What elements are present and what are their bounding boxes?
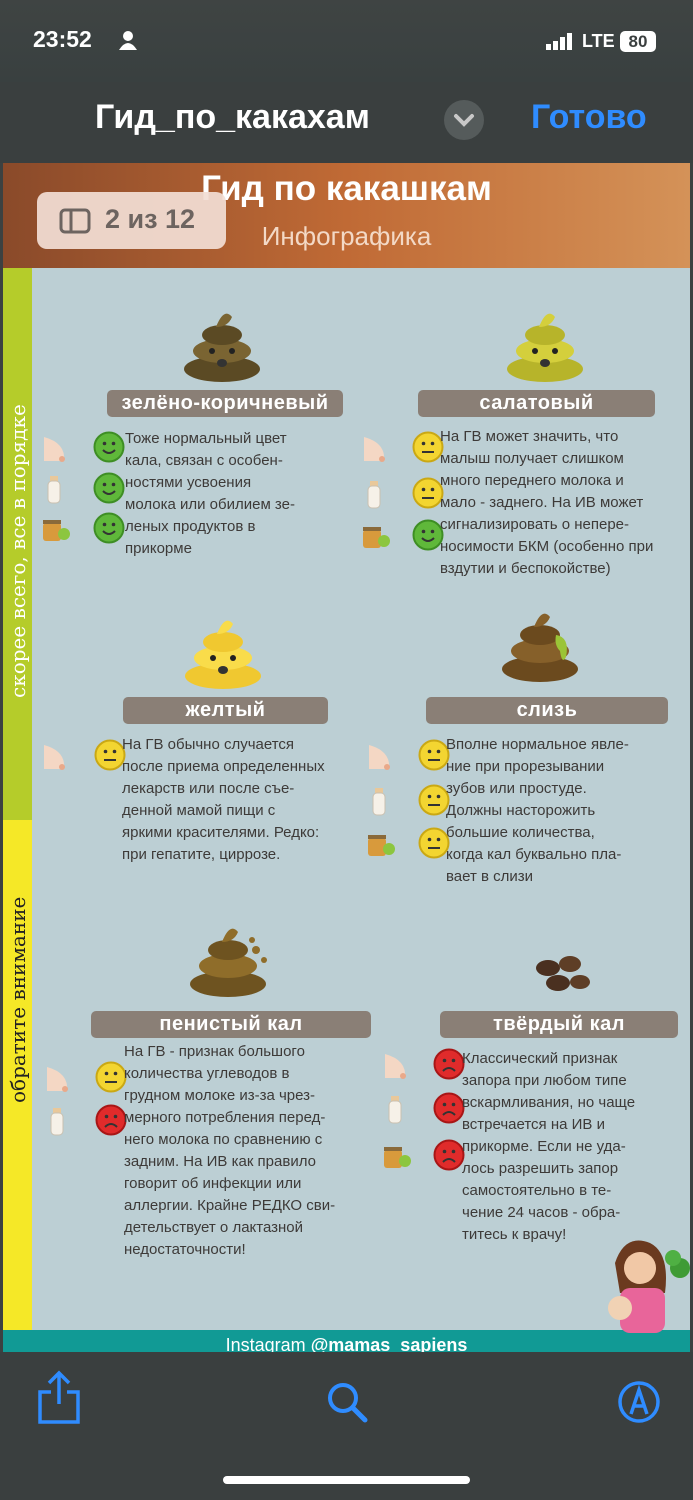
side-label: обратите внимание [6, 896, 30, 1103]
feeding-icon [367, 481, 381, 509]
rating-face [95, 1061, 127, 1093]
rating-face [433, 1048, 465, 1080]
infographic-title: Гид по какашкам [201, 169, 492, 208]
title-menu-button[interactable] [443, 99, 485, 141]
stool-type-label: твёрдый кал [440, 1011, 678, 1038]
status-bar: 23:52 LTE 80 [0, 0, 693, 82]
home-indicator [223, 1476, 470, 1484]
rating-face [94, 739, 126, 771]
side-label: скорее всего, все в порядке [6, 404, 30, 698]
rating-face [412, 519, 444, 551]
stool-type-label: салатовый [418, 390, 655, 417]
page-indicator: 2 из 12 [37, 192, 226, 249]
stool-icon [184, 313, 260, 382]
nav-bar [0, 82, 693, 163]
stool-description: На ГВ - признак большого количества угле… [124, 1043, 336, 1258]
stool-description: Классический признак запора при любом ти… [462, 1050, 636, 1243]
side-strip [3, 268, 32, 820]
feeding-icon [369, 745, 390, 770]
user-icon [119, 31, 137, 50]
rating-face [433, 1139, 465, 1171]
battery: 80 [620, 31, 656, 52]
feeding-icon [388, 1096, 402, 1124]
rating-face [93, 472, 125, 504]
toolbar [0, 1352, 693, 1500]
feeding-icon [385, 1054, 406, 1079]
document-title[interactable]: Гид_по_какахам [95, 98, 370, 136]
stool-description: Вполне нормальное явле- ние при прорезыв… [446, 736, 629, 885]
time: 23:52 [33, 26, 92, 52]
stool-type-label: слизь [426, 697, 668, 724]
stool-description: На ГВ обычно случается после приема опре… [122, 736, 325, 863]
rating-face [95, 1104, 127, 1136]
feeding-icon [372, 788, 386, 816]
markup-button[interactable] [617, 1380, 661, 1424]
network: LTE [582, 31, 615, 51]
footer-handle: @mamas_sapiens [310, 1335, 468, 1352]
infographic: Гид по какашкам Инфографика скорее всего… [3, 163, 690, 1352]
rating-face [93, 512, 125, 544]
page-count: 2 из 12 [105, 204, 196, 234]
rating-face [418, 739, 450, 771]
stool-icon [536, 956, 590, 991]
done-button[interactable]: Готово [531, 98, 647, 136]
feeding-icon [363, 527, 390, 548]
side-strip [3, 820, 32, 1330]
feeding-icon [364, 437, 385, 462]
infographic-subtitle: Инфографика [261, 221, 432, 251]
search-button[interactable] [325, 1380, 369, 1424]
signal-icon [546, 33, 572, 50]
stool-description: На ГВ может значить, что малыш получает … [440, 428, 654, 577]
stool-icon [502, 613, 578, 682]
rating-face [412, 431, 444, 463]
mother-illustration [608, 1240, 690, 1333]
share-button[interactable] [36, 1370, 82, 1426]
rating-face [93, 431, 125, 463]
footer: Instagram @mamas_sapiens [3, 1330, 690, 1352]
stool-type-label: желтый [123, 697, 328, 724]
feeding-icon [47, 476, 61, 504]
footer-label: Instagram [225, 1335, 306, 1352]
stool-icon [190, 928, 267, 997]
rating-face [418, 784, 450, 816]
rating-face [433, 1092, 465, 1124]
feeding-icon [47, 1067, 68, 1092]
stool-type-label: зелёно-коричневый [107, 390, 343, 417]
stool-description: Тоже нормальный цвет кала, связан с особ… [125, 430, 295, 557]
feeding-icon [44, 745, 65, 770]
feeding-icon [368, 835, 395, 856]
stool-icon [507, 313, 583, 382]
stool-icon [185, 620, 261, 689]
rating-face [418, 827, 450, 859]
pages-icon [59, 208, 91, 234]
feeding-icon [44, 437, 65, 462]
rating-face [412, 477, 444, 509]
stool-type-label: пенистый кал [91, 1011, 371, 1038]
feeding-icon [43, 520, 70, 541]
feeding-icon [50, 1108, 64, 1136]
feeding-icon [384, 1147, 411, 1168]
header: Гид по какашкам Инфографика [3, 163, 690, 268]
